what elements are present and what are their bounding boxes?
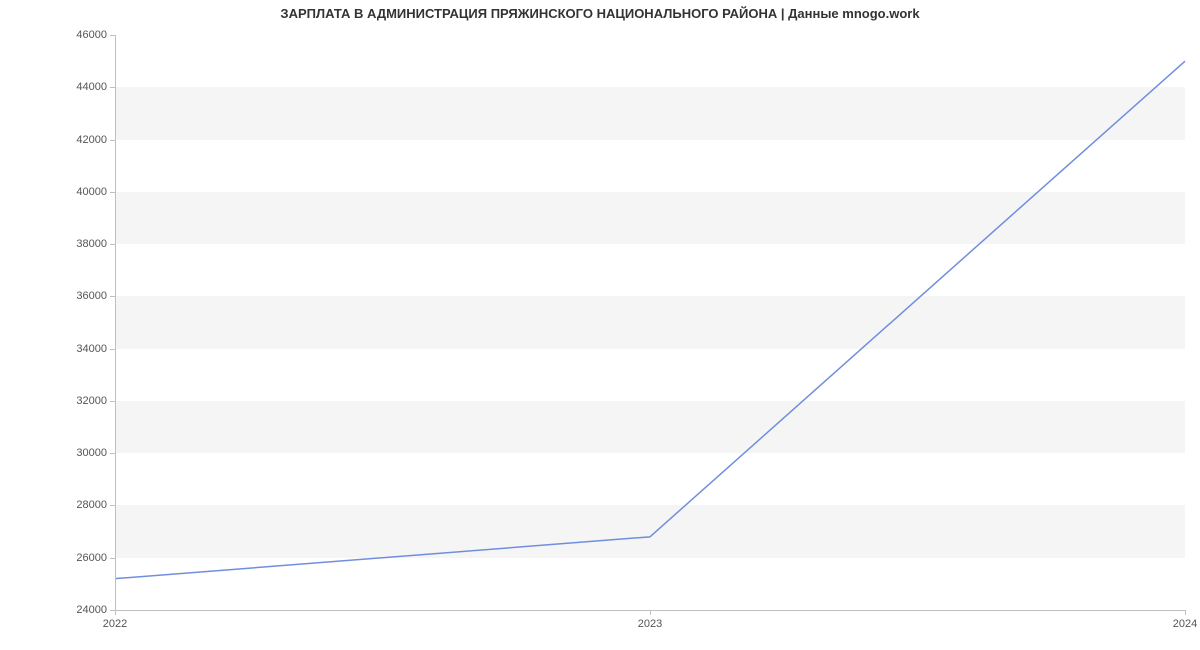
y-tick-label: 32000 — [76, 395, 107, 407]
chart-title: ЗАРПЛАТА В АДМИНИСТРАЦИЯ ПРЯЖИНСКОГО НАЦ… — [0, 6, 1200, 21]
chart-container: ЗАРПЛАТА В АДМИНИСТРАЦИЯ ПРЯЖИНСКОГО НАЦ… — [0, 0, 1200, 650]
y-tick-label: 46000 — [76, 29, 107, 41]
plot-area: 2400026000280003000032000340003600038000… — [115, 35, 1185, 610]
x-tick-label: 2022 — [103, 618, 127, 630]
series-line-salary — [115, 61, 1185, 579]
y-tick-label: 34000 — [76, 343, 107, 355]
y-tick-label: 36000 — [76, 290, 107, 302]
y-axis-line — [115, 35, 116, 610]
y-tick-label: 44000 — [76, 81, 107, 93]
y-tick-label: 42000 — [76, 134, 107, 146]
y-tick-label: 24000 — [76, 604, 107, 616]
y-tick-label: 30000 — [76, 447, 107, 459]
x-tick-label: 2024 — [1173, 618, 1197, 630]
line-layer — [115, 35, 1185, 610]
y-tick-label: 28000 — [76, 499, 107, 511]
y-tick-label: 40000 — [76, 186, 107, 198]
x-tick-mark — [1185, 610, 1186, 615]
y-tick-label: 26000 — [76, 552, 107, 564]
y-tick-label: 38000 — [76, 238, 107, 250]
x-tick-label: 2023 — [638, 618, 662, 630]
x-axis-line — [115, 610, 1185, 611]
